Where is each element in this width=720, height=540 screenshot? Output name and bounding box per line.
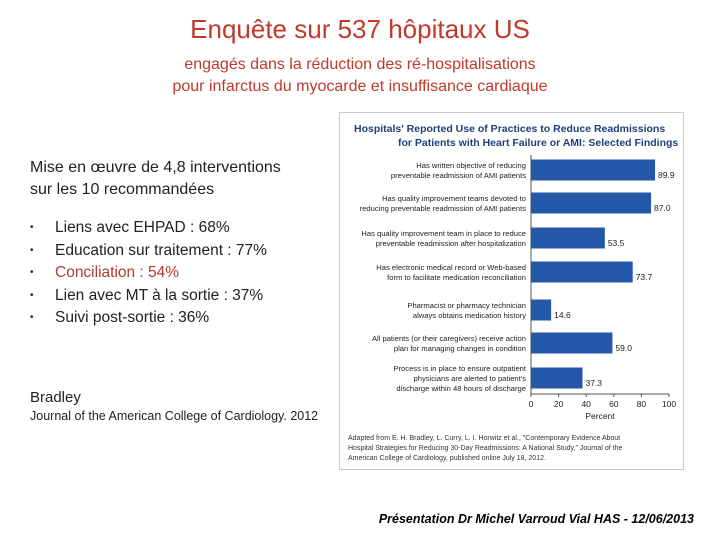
bullet-text: Suivi post-sortie : 36% (55, 309, 210, 326)
x-tick-label: 0 (529, 399, 534, 409)
category-label: reducing preventable readmission of AMI … (360, 204, 527, 213)
x-tick-label: 60 (609, 399, 619, 409)
chart-figure: Hospitals' Reported Use of Practices to … (339, 112, 684, 470)
bullet-dot-icon: • (30, 222, 34, 233)
bullet-item: • Conciliation : 54% (30, 262, 267, 285)
bar (531, 159, 656, 181)
chart-title-line-1: Hospitals' Reported Use of Practices to … (354, 123, 665, 135)
subtitle-line-1: engagés dans la réduction des ré-hospita… (184, 56, 536, 73)
bar-chart: Hospitals' Reported Use of Practices to … (348, 123, 678, 462)
bullet-text: Liens avec EHPAD : 68% (55, 219, 230, 236)
reference-author: Bradley (30, 389, 81, 406)
category-label: always obtains medication history (413, 311, 526, 320)
category-label: Process is in place to ensure outpatient (393, 364, 526, 373)
category-label: Pharmacist or pharmacy technician (407, 301, 526, 310)
bullet-item: • Lien avec MT à la sortie : 37% (30, 285, 267, 308)
bullet-dot-icon: • (30, 244, 34, 256)
subtitle-line-2: pour infarctus du myocarde et insuffisan… (172, 78, 548, 95)
x-tick-label: 40 (581, 399, 591, 409)
source-note-line: American College of Cardiology, publishe… (348, 455, 546, 462)
category-label: All patients (or their caregivers) recei… (372, 334, 526, 343)
category-label: preventable readmission after hospitaliz… (376, 239, 526, 248)
slide-title: Enquête sur 537 hôpitaux US (190, 14, 530, 44)
x-tick-label: 100 (662, 399, 676, 409)
x-axis-title: Percent (585, 411, 615, 421)
bar-value-label: 59.0 (615, 343, 632, 353)
x-tick-label: 20 (554, 399, 564, 409)
bar-value-label: 89.9 (658, 170, 675, 180)
bar (531, 227, 605, 249)
category-label: Has written objective of reducing (416, 161, 526, 170)
bar-value-label: 53.5 (608, 238, 625, 248)
category-label: Has quality improvement teams devoted to (382, 194, 526, 203)
intro-text: Mise en œuvre de 4,8 interventions sur l… (30, 157, 330, 201)
bullet-dot-icon: • (30, 267, 34, 278)
x-tick-label: 80 (637, 399, 647, 409)
bar (531, 367, 583, 389)
bullet-list: • Liens avec EHPAD : 68% • Education sur t… (30, 217, 267, 330)
category-label: Has electronic medical record or Web-bas… (376, 263, 526, 272)
bar-value-label: 14.6 (554, 310, 571, 320)
category-label: physicians are alerted to patient's (414, 374, 527, 383)
bullet-dot-icon: • (30, 289, 34, 301)
category-label: Has quality improvement team in place to… (361, 229, 526, 238)
bar (531, 299, 552, 321)
category-label: form to facilitate medication reconcilia… (387, 273, 526, 282)
source-note-line: Hospital Strategies for Reducing 30-Day … (348, 445, 622, 452)
bullet-text: Conciliation : 54% (55, 264, 180, 281)
category-label: preventable readmission of AMI patients (391, 171, 526, 180)
bar-value-label: 87.0 (654, 203, 671, 213)
bullet-item: • Suivi post-sortie : 36% (30, 307, 267, 330)
footer-credit: Présentation Dr Michel Varroud Vial HAS … (378, 512, 694, 526)
intro-line-1: Mise en œuvre de 4,8 interventions (30, 159, 281, 176)
intro-line-2: sur les 10 recommandées (30, 181, 215, 198)
bar (531, 332, 613, 354)
bullet-item: • Liens avec EHPAD : 68% (30, 217, 267, 240)
bullet-text: Lien avec MT à la sortie : 37% (55, 286, 264, 304)
bullet-item: • Education sur traitement : 77% (30, 240, 267, 263)
slide-subtitle: engagés dans la réduction des ré-hospita… (0, 54, 720, 98)
bar-value-label: 37.3 (585, 378, 602, 388)
source-note-line: Adapted from E. H. Bradley, L. Curry, L.… (348, 435, 620, 442)
bar-value-label: 73.7 (636, 272, 653, 282)
category-label: discharge within 48 hours of discharge (396, 384, 526, 393)
reference-journal: Journal of the American College of Cardi… (30, 409, 319, 423)
bar (531, 192, 652, 214)
bar (531, 261, 633, 283)
bullet-dot-icon: • (30, 312, 34, 323)
category-label: plan for managing changes in condition (394, 344, 526, 353)
chart-title-line-2: for Patients with Heart Failure or AMI: … (398, 137, 678, 149)
bullet-text: Education sur traitement : 77% (55, 241, 267, 259)
